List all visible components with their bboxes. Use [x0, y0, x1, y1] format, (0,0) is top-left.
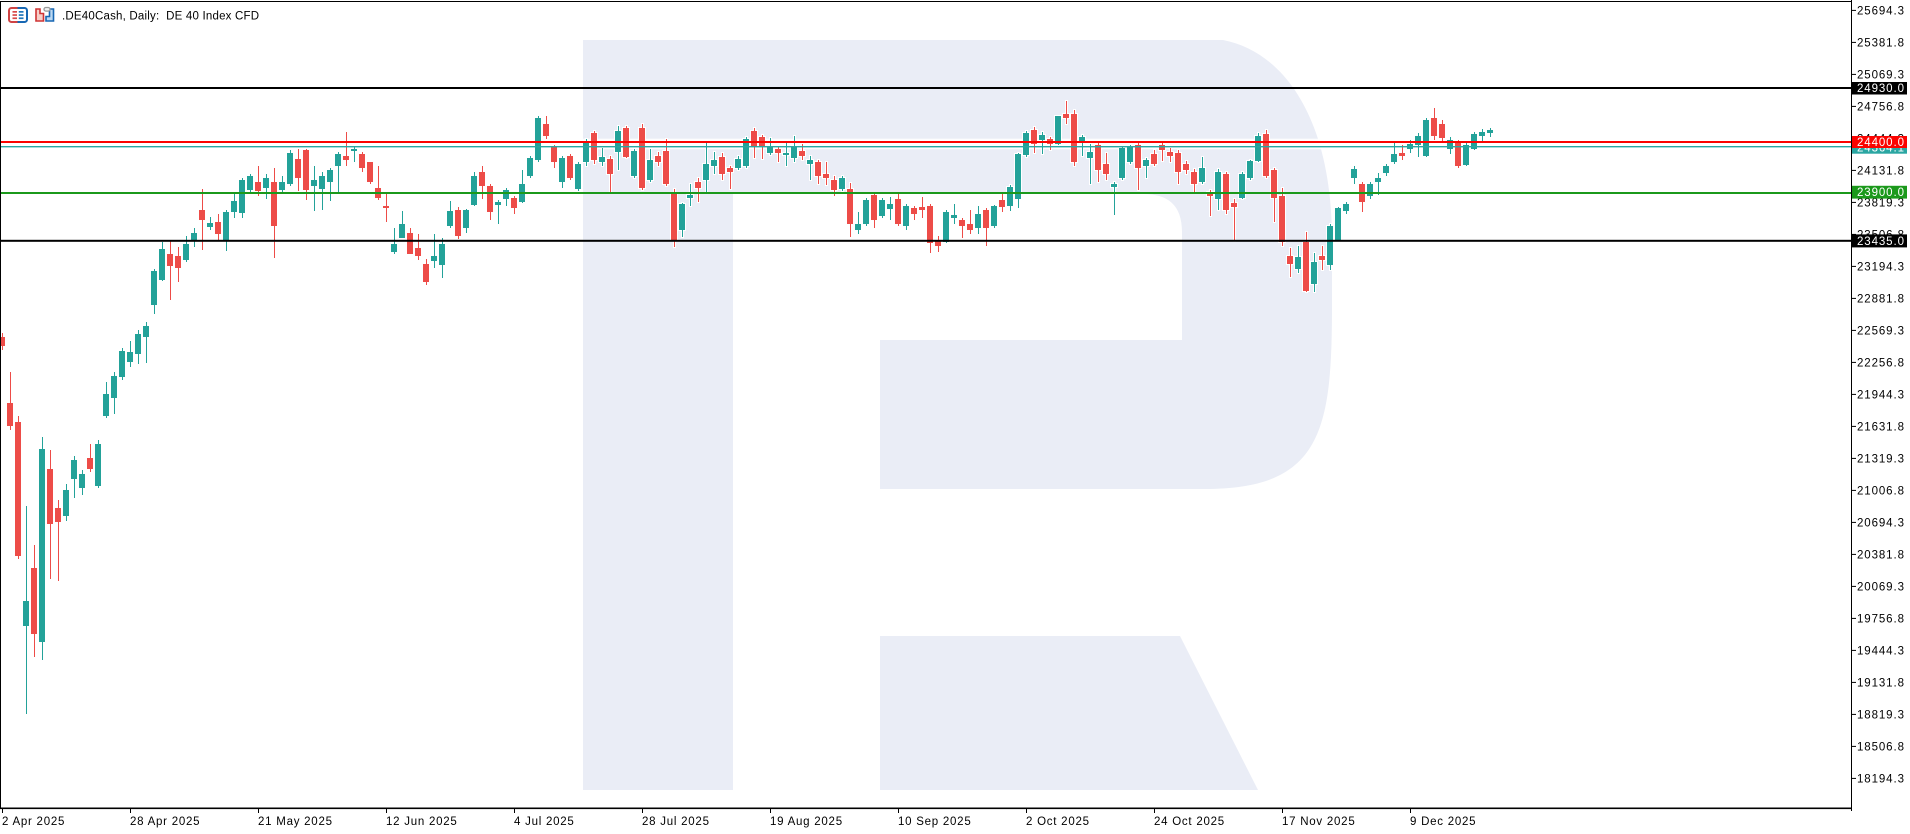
svg-text:23900.0: 23900.0	[1857, 187, 1905, 199]
svg-text:21 May 2025: 21 May 2025	[258, 816, 333, 828]
svg-text:24 Oct 2025: 24 Oct 2025	[1154, 816, 1225, 828]
svg-text:21006.8: 21006.8	[1857, 485, 1905, 497]
svg-text:19131.8: 19131.8	[1857, 677, 1905, 689]
svg-text:24756.8: 24756.8	[1857, 101, 1905, 113]
svg-text:21944.3: 21944.3	[1857, 389, 1905, 401]
svg-text:10 Sep 2025: 10 Sep 2025	[898, 816, 971, 828]
svg-text:28 Jul 2025: 28 Jul 2025	[642, 816, 710, 828]
svg-text:4 Jul 2025: 4 Jul 2025	[514, 816, 575, 828]
svg-text:24400.0: 24400.0	[1857, 137, 1905, 149]
svg-text:2 Oct 2025: 2 Oct 2025	[1026, 816, 1090, 828]
svg-text:22256.8: 22256.8	[1857, 357, 1905, 369]
svg-text:18506.8: 18506.8	[1857, 741, 1905, 753]
svg-text:18194.3: 18194.3	[1857, 773, 1905, 785]
svg-text:12 Jun 2025: 12 Jun 2025	[386, 816, 458, 828]
svg-text:23194.3: 23194.3	[1857, 261, 1905, 273]
svg-text:23435.0: 23435.0	[1857, 236, 1905, 248]
svg-text:28 Apr 2025: 28 Apr 2025	[130, 816, 200, 828]
svg-text:21631.8: 21631.8	[1857, 421, 1905, 433]
svg-text:24930.0: 24930.0	[1857, 83, 1905, 95]
svg-text:9 Dec 2025: 9 Dec 2025	[1410, 816, 1476, 828]
svg-text:22881.8: 22881.8	[1857, 293, 1905, 305]
svg-text:20381.8: 20381.8	[1857, 549, 1905, 561]
svg-text:25694.3: 25694.3	[1857, 5, 1905, 17]
svg-text:.DE40Cash, Daily: DE 40 Index: .DE40Cash, Daily: DE 40 Index CFD	[62, 11, 259, 23]
svg-text:20694.3: 20694.3	[1857, 517, 1905, 529]
svg-text:24131.8: 24131.8	[1857, 165, 1905, 177]
svg-text:19756.8: 19756.8	[1857, 613, 1905, 625]
svg-text:25069.3: 25069.3	[1857, 69, 1905, 81]
svg-text:20069.3: 20069.3	[1857, 581, 1905, 593]
svg-text:25381.8: 25381.8	[1857, 37, 1905, 49]
svg-text:18819.3: 18819.3	[1857, 709, 1905, 721]
svg-text:2 Apr 2025: 2 Apr 2025	[2, 816, 65, 828]
svg-text:19 Aug 2025: 19 Aug 2025	[770, 816, 843, 828]
svg-text:22569.3: 22569.3	[1857, 325, 1905, 337]
svg-text:21319.3: 21319.3	[1857, 453, 1905, 465]
svg-text:17 Nov 2025: 17 Nov 2025	[1282, 816, 1355, 828]
svg-text:19444.3: 19444.3	[1857, 645, 1905, 657]
svg-text:23819.3: 23819.3	[1857, 197, 1905, 209]
